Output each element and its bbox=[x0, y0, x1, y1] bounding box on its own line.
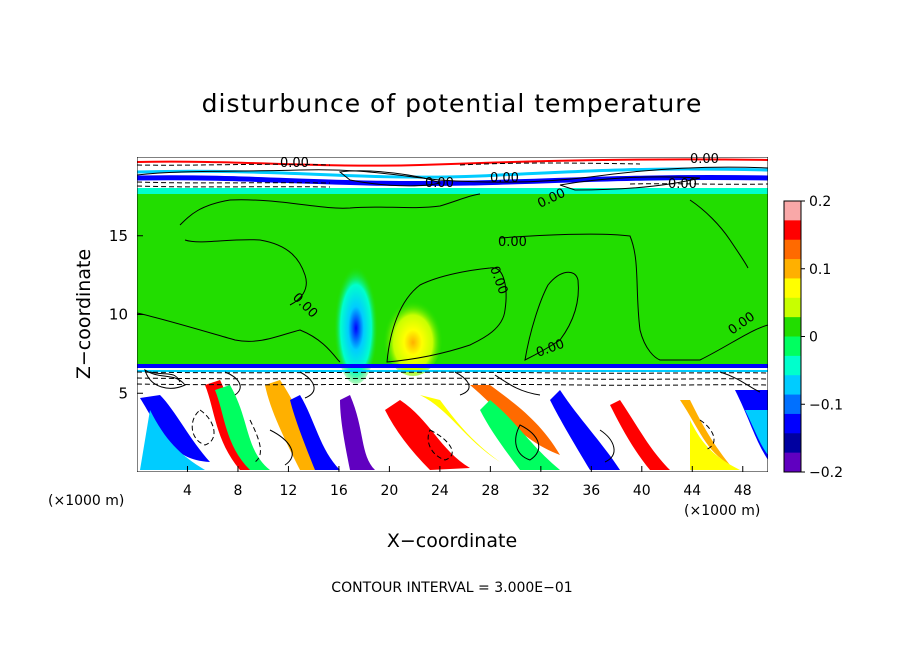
lower-layer-blobs bbox=[137, 364, 768, 470]
x-unit-label-right: (×1000 m) bbox=[684, 503, 760, 519]
colorbar-swatch bbox=[784, 278, 801, 299]
contour-label: 0.00 bbox=[690, 152, 719, 167]
x-axis: 4 8 12 16 20 24 28 32 36 40 44 48 bbox=[183, 466, 752, 499]
contour-label: 0.00 bbox=[280, 156, 309, 171]
x-axis-title: X−coordinate bbox=[387, 530, 517, 552]
contour-label: 0.00 bbox=[668, 177, 697, 192]
colorbar-swatch bbox=[784, 413, 801, 434]
x-tick-label: 16 bbox=[330, 483, 348, 499]
y-axis-title: Z−coordinate bbox=[73, 249, 95, 379]
x-tick-label: 48 bbox=[734, 483, 752, 499]
chart-title: disturbunce of potential temperature bbox=[202, 89, 703, 118]
plot-area bbox=[137, 157, 768, 472]
colorbar-swatch bbox=[784, 336, 801, 357]
y-axis: 5 10 15 bbox=[109, 227, 143, 402]
x-tick-label: 20 bbox=[380, 483, 398, 499]
colorbar-tick-label: −0.1 bbox=[809, 397, 843, 413]
colorbar-swatch bbox=[784, 355, 801, 376]
contour-interval-footer: CONTOUR INTERVAL = 3.000E−01 bbox=[331, 580, 572, 596]
x-tick-label: 40 bbox=[633, 483, 651, 499]
contour-label: 0.00 bbox=[490, 171, 519, 186]
x-tick-label: 28 bbox=[481, 483, 499, 499]
colorbar-tick-label: 0.1 bbox=[809, 262, 831, 278]
x-tick-label: 12 bbox=[280, 483, 298, 499]
x-unit-label-left: (×1000 m) bbox=[48, 493, 124, 509]
x-tick-label: 8 bbox=[233, 483, 242, 499]
colorbar-swatch bbox=[784, 317, 801, 337]
y-tick-label: 5 bbox=[118, 384, 128, 402]
colorbar-swatch bbox=[784, 394, 801, 415]
x-tick-label: 4 bbox=[183, 483, 192, 499]
colorbar-swatch bbox=[784, 239, 801, 260]
y-tick-label: 10 bbox=[109, 306, 128, 324]
x-tick-label: 32 bbox=[532, 483, 550, 499]
colorbar-swatch bbox=[784, 259, 801, 279]
contour-lines bbox=[137, 166, 768, 363]
middle-layer-field bbox=[137, 194, 768, 366]
colorbar-tick-label: −0.2 bbox=[809, 465, 843, 481]
colorbar: 0.2 0.1 0 −0.1 −0.2 bbox=[783, 194, 843, 481]
x-tick-label: 36 bbox=[582, 483, 600, 499]
colorbar-tick-label: 0.2 bbox=[809, 194, 831, 210]
contour-label: 0.00 bbox=[425, 176, 454, 191]
x-tick-label: 44 bbox=[683, 483, 701, 499]
colorbar-swatch bbox=[784, 433, 801, 454]
colorbar-swatch bbox=[784, 220, 801, 241]
contour-label: 0.00 bbox=[498, 235, 527, 250]
warm-anomaly bbox=[383, 292, 443, 376]
cool-anomaly bbox=[334, 260, 378, 384]
lower-contour-solid bbox=[144, 368, 761, 466]
colorbar-swatch bbox=[784, 375, 801, 396]
contour-lines-dashed bbox=[137, 162, 768, 463]
y-tick-label: 15 bbox=[109, 227, 128, 245]
colorbar-swatch bbox=[784, 297, 801, 318]
colorbar-swatch bbox=[784, 201, 801, 221]
x-tick-label: 24 bbox=[431, 483, 449, 499]
colorbar-swatch bbox=[784, 452, 801, 473]
colorbar-tick-label: 0 bbox=[809, 330, 818, 346]
